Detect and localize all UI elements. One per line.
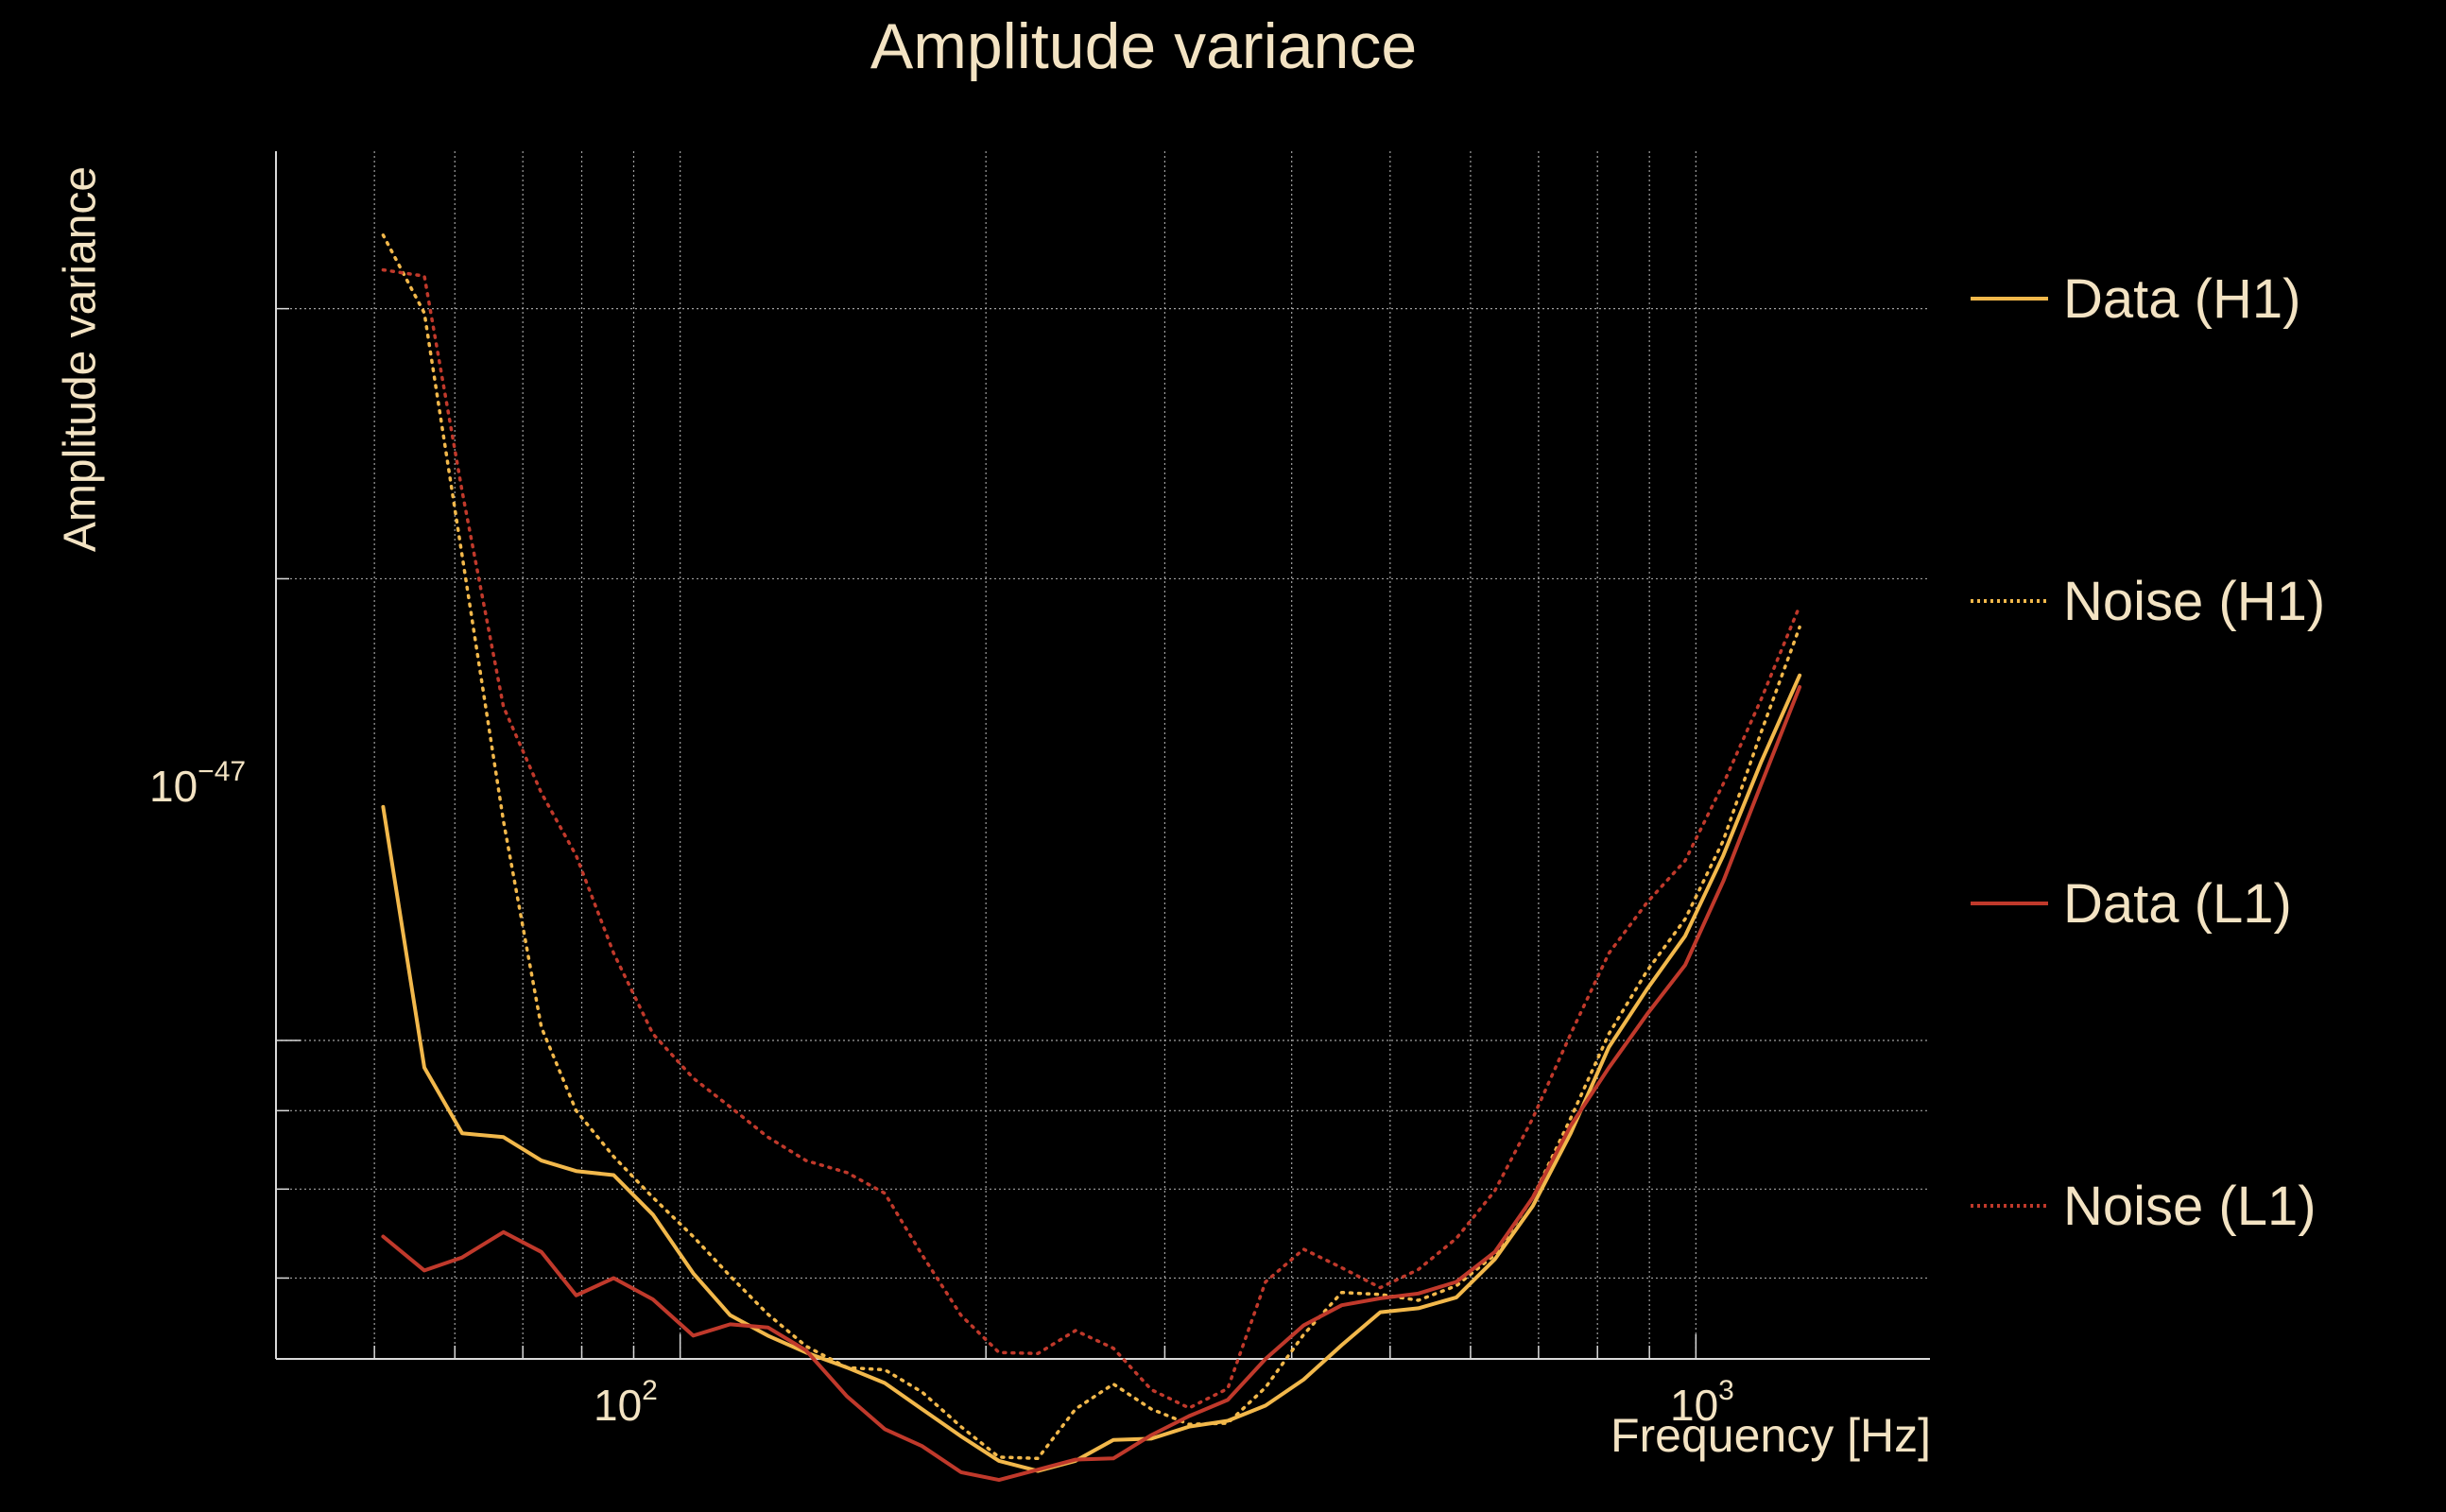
series-line-data-l1 [381,685,1802,1483]
legend-item-data-h1: Data (H1) [1971,261,2300,336]
legend-swatch-data-l1 [1971,902,2048,905]
legend-label-noise-h1: Noise (H1) [2063,570,2326,632]
series-line-noise-l1 [381,267,1801,1410]
y-axis-label: Amplitude variance [55,165,106,553]
x-tick-label-1000: 103 [1670,1374,1734,1430]
legend-item-data-l1: Data (L1) [1971,866,2292,941]
x-axis-label: Frequency [Hz] [1610,1409,1931,1462]
legend-label-data-h1: Data (H1) [2063,267,2301,330]
legend-swatch-noise-h1 [1971,599,2048,603]
legend-label-noise-l1: Noise (L1) [2063,1175,2317,1237]
legend-swatch-noise-l1 [1971,1204,2048,1208]
legend: Data (H1) Noise (H1) Data (L1) Noise (L1… [1971,0,2424,1512]
x-tick-label-100: 102 [594,1374,658,1430]
y-tick-label-1e-47: 10−47 [149,755,247,811]
legend-item-noise-h1: Noise (H1) [1971,563,2325,639]
legend-item-noise-l1: Noise (L1) [1971,1168,2317,1244]
chart-title: Amplitude variance [870,10,1418,82]
legend-label-data-l1: Data (L1) [2063,872,2292,935]
series-line-data-h1 [381,673,1802,1473]
series-line-noise-h1 [381,233,1801,1461]
legend-swatch-data-h1 [1971,297,2048,301]
